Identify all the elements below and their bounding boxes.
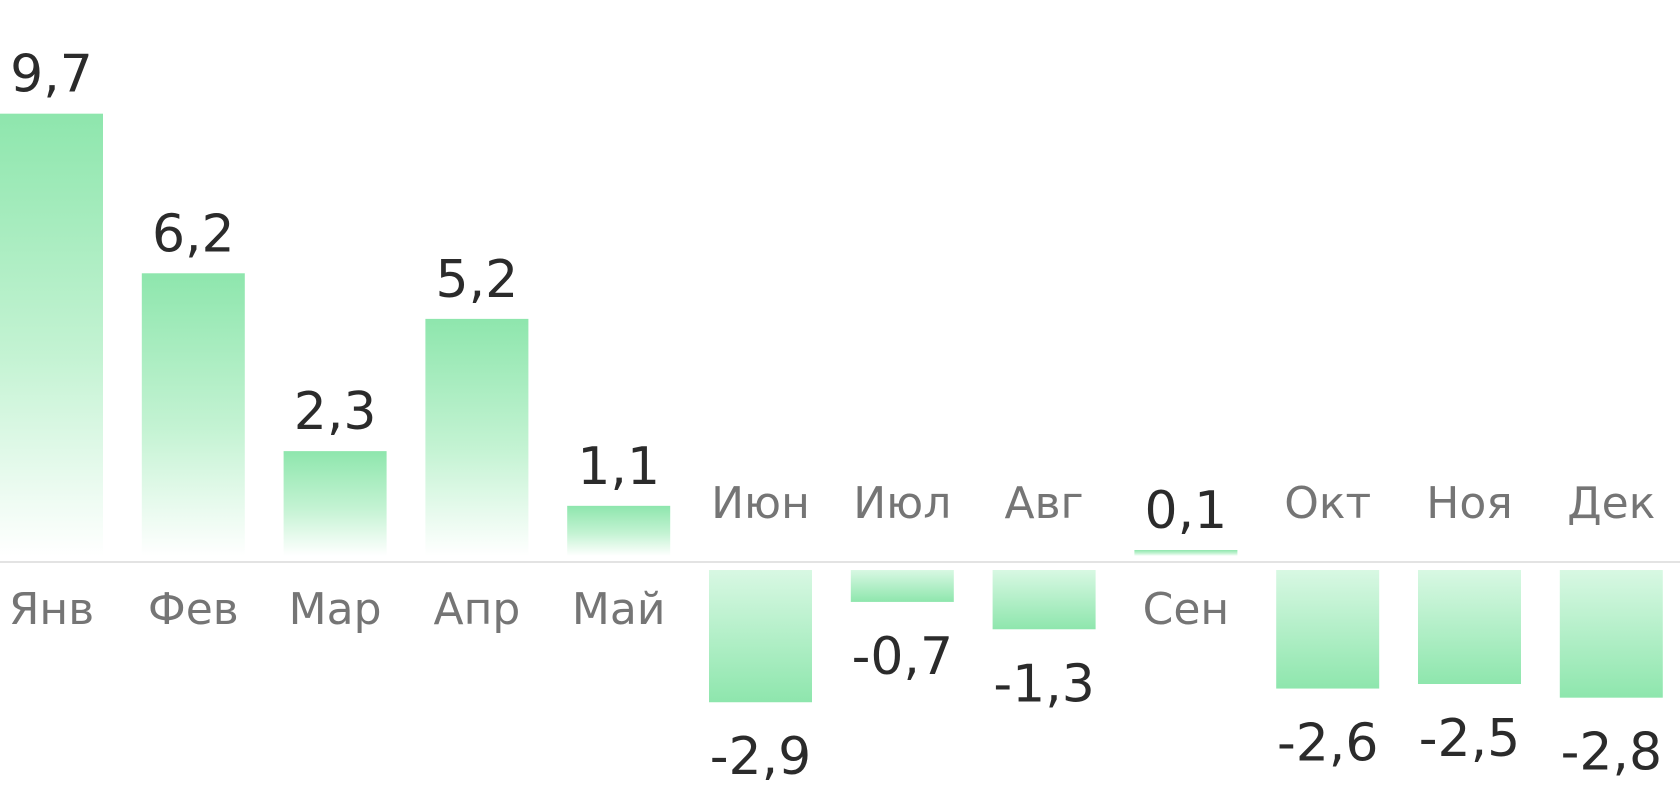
category-label-9: Сен: [1143, 584, 1230, 635]
bar-11: [1418, 570, 1521, 684]
value-label-4: 5,2: [436, 250, 519, 310]
category-label-3: Мар: [289, 584, 382, 635]
bar-3: [283, 451, 387, 556]
category-label-7: Июл: [853, 478, 951, 529]
bar-5: [567, 505, 671, 556]
category-label-10: Окт: [1284, 478, 1371, 529]
labels-group: 9,7 Янв 6,2 Фев 2,3 Мар 5,2 Апр 1,1 Май -2,9 Июн -0,…: [9, 45, 1662, 788]
value-label-5: 1,1: [577, 437, 660, 497]
bar-8: [992, 570, 1096, 630]
bar-7: [850, 570, 954, 602]
value-label-11: -2,5: [1419, 709, 1520, 769]
bar-10: [1276, 570, 1380, 689]
category-label-11: Ноя: [1426, 478, 1512, 529]
bar-6: [709, 570, 812, 703]
value-label-10: -2,6: [1277, 714, 1378, 774]
bar-12: [1559, 570, 1663, 698]
bars-group: [0, 113, 1663, 703]
category-label-4: Апр: [434, 584, 521, 635]
category-label-6: Июн: [711, 478, 810, 529]
bar-9: [1134, 550, 1238, 556]
category-label-8: Авг: [1005, 478, 1084, 529]
category-label-1: Янв: [9, 584, 94, 635]
value-label-3: 2,3: [294, 382, 377, 442]
value-label-1: 9,7: [10, 45, 93, 105]
value-label-7: -0,7: [852, 627, 953, 687]
value-label-12: -2,8: [1561, 723, 1662, 783]
bar-4: [425, 318, 529, 556]
bar-2: [141, 273, 245, 556]
value-label-2: 6,2: [152, 204, 235, 264]
category-label-2: Фев: [148, 584, 239, 635]
category-label-5: Май: [572, 584, 666, 635]
category-label-12: Дек: [1567, 478, 1655, 529]
value-label-8: -1,3: [993, 654, 1094, 714]
value-label-6: -2,9: [710, 727, 811, 787]
value-label-9: 0,1: [1145, 481, 1228, 541]
bar-1: [0, 113, 103, 557]
